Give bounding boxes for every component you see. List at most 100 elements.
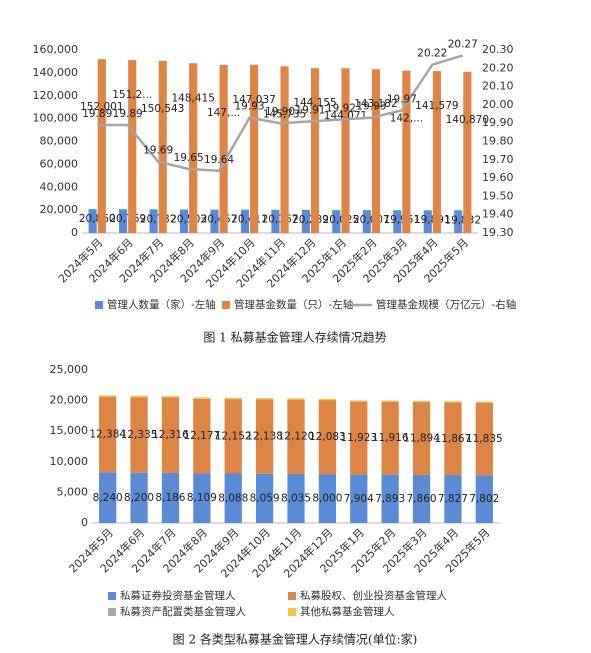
legend-swatch (222, 301, 230, 309)
bar-segment (475, 475, 493, 523)
segment-value-label: 12,335 (121, 429, 158, 441)
segment-value-label: 7,827 (438, 493, 468, 505)
y-tick-label: 20,000 (50, 394, 89, 407)
line-value-label: 19.64 (204, 154, 234, 166)
segment-value-label: 11,916 (372, 432, 409, 444)
y-tick-label: 40,000 (40, 180, 79, 193)
line-value-label: 20.22 (417, 48, 447, 60)
y2-tick-label: 19.30 (482, 226, 514, 239)
bar (128, 60, 137, 233)
bar-segment (224, 397, 242, 400)
bar-segment (318, 474, 337, 523)
y2-tick-label: 19.60 (482, 171, 514, 184)
legend-label: 管理基金规模（万亿元）-右轴 (376, 298, 516, 311)
bar (341, 68, 350, 233)
bar (454, 210, 463, 233)
bar-value-label: 141,579 (415, 100, 458, 112)
bar-value-label: 20,289 (292, 214, 329, 226)
legend-label: 管理人数量（家）-左轴 (107, 298, 216, 311)
bar-value-label: 19,951 (383, 214, 420, 226)
bar-segment (475, 402, 493, 476)
y2-tick-label: 19.40 (482, 208, 514, 221)
bar (88, 209, 97, 233)
segment-value-label: 7,860 (407, 493, 437, 505)
segment-value-label: 7,904 (344, 493, 374, 505)
bar-segment (444, 401, 462, 403)
legend-swatch (95, 301, 103, 309)
bar (250, 64, 259, 233)
bar-value-label: 145,735 (263, 108, 306, 120)
y-tick-label: 60,000 (40, 157, 79, 170)
bar-value-label: 20,457 (201, 214, 238, 226)
bar-value-label: 150,543 (141, 103, 184, 115)
bar-segment (318, 400, 337, 475)
bar-segment (350, 474, 368, 523)
bar-value-label: 148,415 (171, 92, 214, 104)
segment-value-label: 7,802 (469, 493, 499, 505)
y2-tick-label: 20.00 (482, 98, 514, 111)
bar-segment (224, 399, 242, 474)
bar (432, 71, 441, 233)
bar-segment (193, 397, 211, 399)
bar-segment (287, 399, 305, 474)
bar-segment (381, 401, 399, 475)
line-value-label: 19.91 (295, 104, 325, 116)
bar-segment (381, 400, 399, 402)
y-tick-label: 140,000 (33, 66, 79, 79)
y2-tick-label: 19.50 (482, 189, 514, 202)
y-tick-label: 10,000 (50, 455, 89, 468)
bar (240, 209, 250, 233)
y-tick-label: 15,000 (50, 424, 89, 437)
bar (97, 59, 106, 233)
bar (301, 209, 310, 233)
y-tick-label: 120,000 (33, 89, 79, 102)
bar-value-label: 147,... (207, 107, 240, 119)
bar-value-label: 142,... (390, 113, 423, 125)
bar (393, 210, 402, 233)
segment-value-label: 8,000 (312, 493, 342, 505)
bar-value-label: 20,367 (262, 214, 299, 226)
y-tick-label: 100,000 (33, 112, 79, 125)
y-tick-label: 0 (71, 226, 78, 239)
segment-value-label: 12,138 (246, 431, 283, 443)
bar-segment (193, 473, 211, 523)
y-tick-label: 160,000 (33, 43, 79, 56)
bar-segment (287, 473, 305, 523)
bar-segment (318, 398, 337, 401)
legend-swatch (108, 608, 116, 616)
bar-value-label: 19,891 (414, 214, 451, 226)
segment-value-label: 8,035 (281, 492, 311, 504)
segment-value-label: 8,240 (93, 492, 123, 504)
bar (362, 210, 371, 233)
segment-value-label: 11,894 (403, 433, 440, 445)
bar (371, 69, 381, 233)
bar (219, 64, 228, 234)
bar-segment (161, 397, 180, 473)
legend-label: 私募股权、创业投资基金管理人 (300, 589, 447, 602)
bar (423, 210, 432, 233)
bar-segment (444, 402, 462, 476)
bar-segment (99, 395, 117, 397)
segment-value-label: 12,177 (183, 430, 220, 442)
y2-tick-label: 19.70 (482, 153, 514, 166)
bar-value-label: 152,001 (80, 101, 123, 113)
segment-value-label: 8,088 (218, 492, 248, 504)
bar-value-label: 20,732 (140, 213, 177, 225)
bar-value-label: 144,155 (293, 97, 336, 109)
segment-value-label: 11,867 (435, 433, 472, 445)
y2-tick-label: 19.80 (482, 135, 514, 148)
legend-label: 私募证券投资基金管理人 (120, 589, 236, 602)
segment-value-label: 8,200 (124, 492, 154, 504)
bar (402, 70, 411, 234)
bar-segment (350, 400, 368, 402)
bar-segment (475, 401, 493, 403)
bar-segment (130, 395, 148, 398)
y2-tick-label: 20.30 (482, 43, 514, 56)
bar-value-label: 19,832 (444, 214, 481, 226)
bar (271, 209, 280, 233)
bar-value-label: 20,860 (79, 213, 116, 225)
legend-label: 管理基金数量（只）-左轴 (234, 298, 353, 311)
bar-segment (161, 396, 180, 398)
legend-label: 其他私募基金管理人 (300, 605, 395, 618)
